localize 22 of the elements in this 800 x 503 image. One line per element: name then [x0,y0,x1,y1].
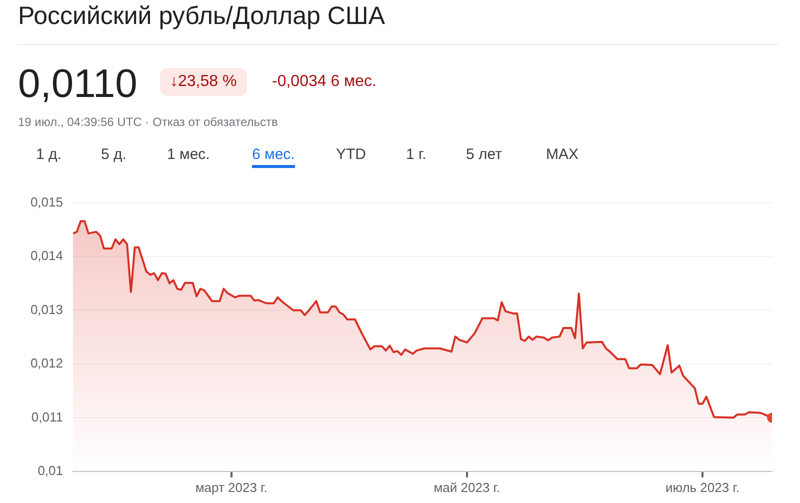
text: 5 лет [466,145,502,165]
text: 1 мес. [167,145,210,165]
y-tick-label: 0,012 [30,356,63,371]
y-tick-label: 0,011 [31,409,63,424]
x-tick-label: май 2023 г. [434,480,500,495]
y-tick-label: 0,013 [30,302,63,317]
chart-title: Российский рубль/Доллар США [18,2,386,31]
text: -0,0034 6 мес. [272,73,376,91]
text: 1 д. [36,145,62,165]
text: 19 июл., 04:39:56 UTC · Отказ от обязательств [18,115,278,129]
x-tick-label: март 2023 г. [195,480,268,495]
y-tick-label: 0,015 [30,194,63,210]
text: 6 мес. [252,144,295,168]
text: MAX [546,145,579,165]
text: ↓23,58 % [160,68,247,96]
text: 5 д. [101,145,126,165]
y-tick-label: 0,014 [30,248,63,264]
y-tick-label: 0,01 [38,462,63,478]
text: 1 г. [406,145,426,165]
text: 0,0110 [18,62,138,107]
x-tick-label: июль 2023 г. [665,480,740,495]
text: YTD [336,145,366,165]
